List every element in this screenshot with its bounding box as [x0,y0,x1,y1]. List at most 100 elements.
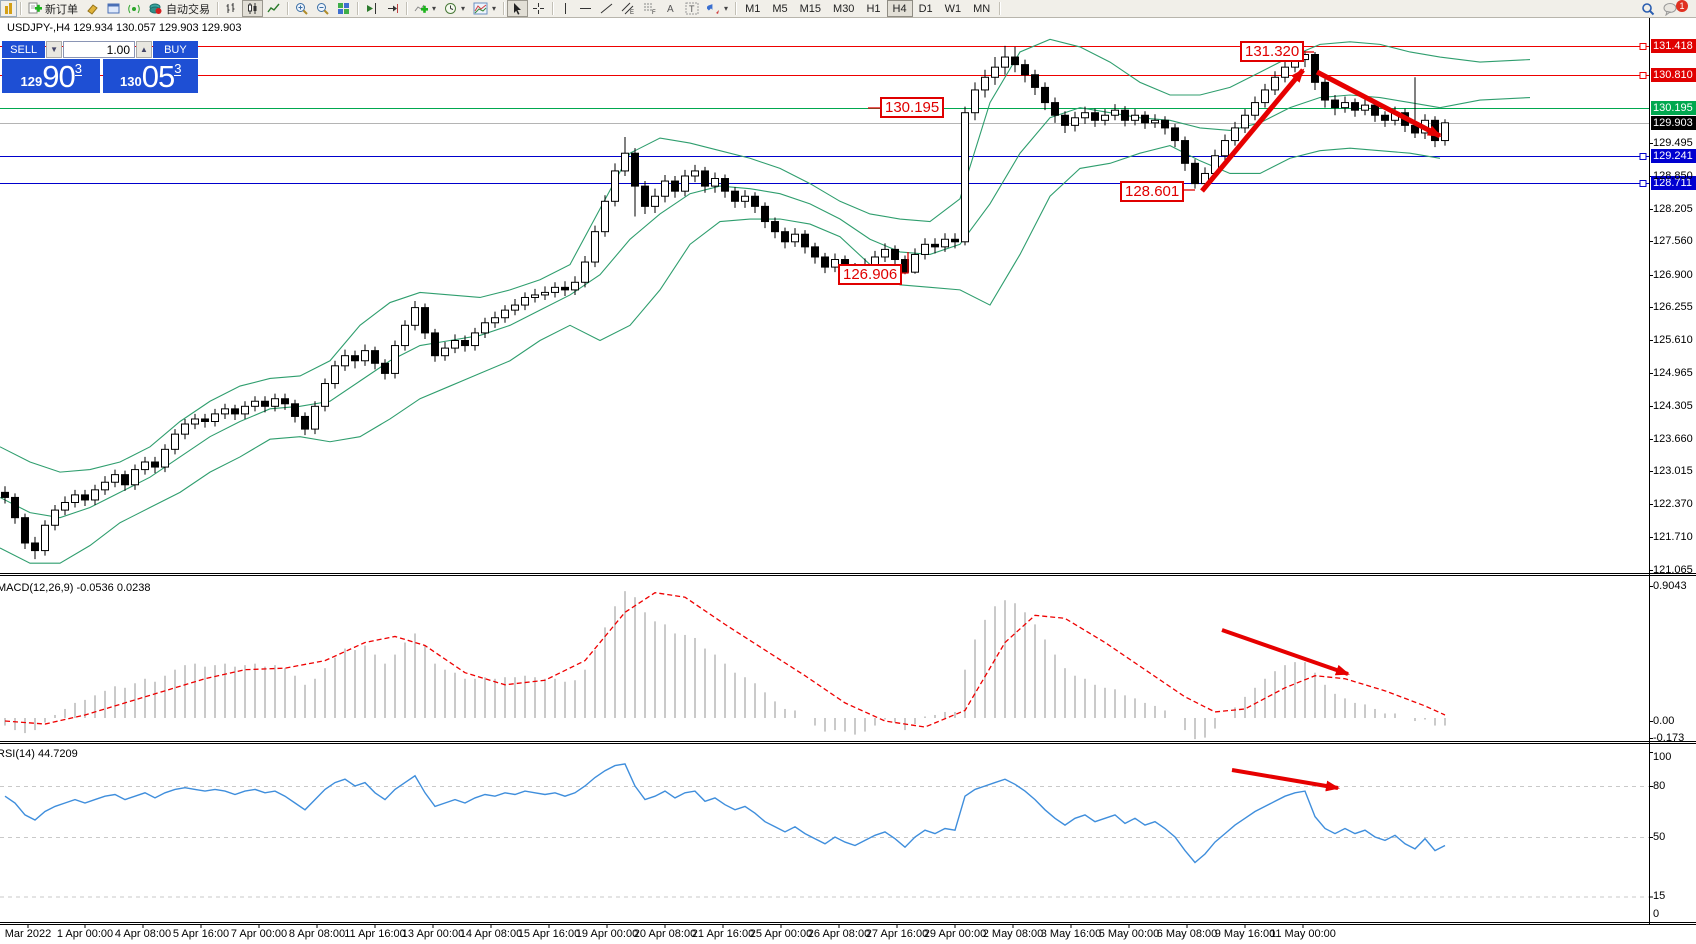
up-arrow-icon: ▲ [139,45,148,54]
chart-icon [5,3,12,14]
trendline-tool-button[interactable] [596,0,617,17]
line-chart-mode-button[interactable] [263,0,284,17]
notifications-button[interactable]: 1 [1659,0,1692,17]
timeframe-button-m1[interactable]: M1 [745,2,761,15]
sell-button[interactable]: SELL [2,41,46,58]
toolbar-separator [217,2,218,15]
signal-icon [128,4,140,14]
timeframe-button-m15[interactable]: M15 [799,2,822,15]
text-tool-button[interactable]: A [661,0,681,17]
auto-scroll-button[interactable] [382,0,403,17]
cursor-icon [514,3,522,15]
toolbar-separator [406,2,407,15]
toolbar-separator [735,2,737,15]
add-indicator-icon [414,4,428,13]
add-indicator-button[interactable]: ▾ [410,0,440,17]
new-order-button[interactable]: 新订单 [24,0,82,17]
timeframe-button-d1[interactable]: D1 [918,2,933,15]
vertical-line-icon [565,3,567,14]
crosshair-tool-button[interactable] [528,0,549,17]
bar-chart-mode-button[interactable] [221,0,242,17]
toolbar-separator [287,2,288,15]
signal-button[interactable] [124,0,145,17]
timeframe-button-h4[interactable]: H4 [886,0,913,17]
arrows-tool-button[interactable]: ▾ [703,0,732,17]
new-order-label: 新订单 [45,3,78,16]
volume-decrease-button[interactable]: ▼ [46,41,63,58]
panel-borders [0,18,1696,925]
period-button[interactable]: ▾ [440,0,469,17]
tile-windows-button[interactable] [333,0,354,17]
trendline-icon [600,3,613,14]
dropdown-arrow-icon: ▾ [432,4,437,13]
bid-price-display[interactable]: 129 90 3 [2,59,101,94]
toolbar: 新订单 自动交易 [0,0,1696,18]
bid-big-digits: 90 [42,59,75,94]
volume-increase-button[interactable]: ▲ [136,41,152,58]
svg-text:E: E [630,10,634,15]
dropdown-arrow-icon: ▾ [724,4,729,13]
svg-text:F: F [652,10,656,15]
bid-pip-digit: 3 [74,61,82,76]
chart-shift-icon [367,3,376,14]
rsi-indicator-label: RSI(14) 44.7209 [0,748,78,760]
timeframe-button-m30[interactable]: M30 [833,2,855,15]
template-button[interactable]: ▾ [469,0,500,17]
timeframe-button-h1[interactable]: H1 [866,2,881,15]
channel-tool-button[interactable]: E [617,0,639,17]
fibonacci-tool-button[interactable]: F [639,0,661,17]
candlestick-mode-button[interactable] [242,0,263,17]
zoom-in-icon [296,3,308,15]
bid-prefix: 129 [20,74,43,89]
dropdown-arrow-icon: ▾ [461,4,466,13]
text-label-tool-button[interactable]: T [681,0,703,17]
horizontal-line-tool-button[interactable] [575,0,596,17]
new-chart-button[interactable] [0,0,17,17]
text-icon: A [667,4,674,15]
toolbar-separator [552,2,554,15]
toolbar-separator [20,2,21,15]
tile-windows-icon [338,3,349,14]
zoom-out-icon [317,3,329,15]
notification-badge: 1 [1676,0,1688,12]
buy-button[interactable]: BUY [152,41,198,58]
toolbar-separator [999,2,1001,15]
fibonacci-icon: F [644,3,656,15]
cursor-tool-button[interactable] [507,0,529,17]
chart-annotations[interactable] [868,51,1442,792]
bollinger-bands [0,38,1531,564]
vertical-line-tool-button[interactable] [556,0,575,17]
zoom-in-button[interactable] [291,0,312,17]
trend-arrow[interactable] [1221,628,1350,676]
search-button[interactable] [1637,0,1659,17]
ask-price-display[interactable]: 130 05 3 [103,59,198,93]
date-axis-ticks [27,924,1304,928]
styler-button[interactable] [82,0,103,17]
search-icon [1642,2,1655,15]
new-window-button[interactable] [103,0,124,17]
template-icon [473,2,488,15]
crosshair-icon [533,3,545,14]
zoom-out-button[interactable] [312,0,333,17]
timeframe-button-m5[interactable]: M5 [772,2,788,15]
trend-arrow[interactable] [1200,68,1305,193]
auto-trading-button[interactable]: 自动交易 [145,0,214,17]
toolbar-separator [357,2,358,15]
macd-indicator-label: MACD(12,26,9) -0.0536 0.0238 [0,582,151,594]
horizontal-line-icon [580,8,592,9]
timeframe-button-mn[interactable]: MN [973,2,991,15]
trend-arrow[interactable] [1315,69,1442,139]
svg-text:T: T [689,4,695,14]
trend-arrow[interactable] [1231,768,1340,792]
new-order-icon [28,2,42,14]
auto-trading-label: 自动交易 [166,3,210,16]
volume-input[interactable] [63,41,136,58]
timeframe-bar: M1 M5 M15 M30 H1 H4 D1 W1 MN [739,0,996,17]
text-label-icon: T [685,2,699,15]
timeframe-button-w1[interactable]: W1 [944,2,962,15]
equidistant-channel-icon: E [621,2,634,15]
eraser-icon [87,4,98,15]
clock-icon [445,3,457,14]
chart-shift-button[interactable] [361,0,382,17]
